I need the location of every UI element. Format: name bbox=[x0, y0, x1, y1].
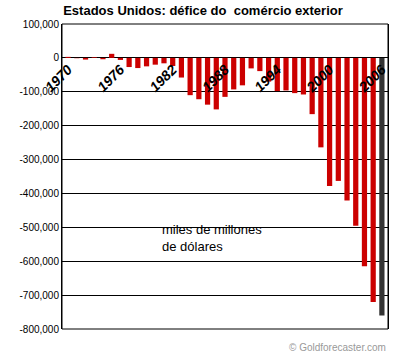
svg-text:1970: 1970 bbox=[42, 62, 75, 95]
svg-text:-100,000: -100,000 bbox=[20, 86, 60, 97]
svg-text:-600,000: -600,000 bbox=[20, 256, 60, 267]
svg-text:2000: 2000 bbox=[303, 62, 337, 96]
svg-text:1994: 1994 bbox=[251, 62, 284, 95]
svg-text:1988: 1988 bbox=[199, 62, 232, 95]
svg-text:-200,000: -200,000 bbox=[20, 120, 60, 131]
svg-text:-700,000: -700,000 bbox=[20, 290, 60, 301]
svg-text:-800,000: -800,000 bbox=[20, 324, 60, 335]
svg-text:© Goldforecaster.com: © Goldforecaster.com bbox=[289, 342, 386, 353]
svg-text:-500,000: -500,000 bbox=[20, 222, 60, 233]
svg-text:1976: 1976 bbox=[94, 62, 127, 95]
svg-text:1982: 1982 bbox=[146, 62, 179, 95]
svg-text:2006: 2006 bbox=[355, 62, 389, 96]
svg-text:-300,000: -300,000 bbox=[20, 154, 60, 165]
svg-text:Estados Unidos: défice do com: Estados Unidos: défice do comércio exter… bbox=[63, 3, 343, 18]
svg-text:100,000: 100,000 bbox=[23, 19, 60, 30]
svg-text:0: 0 bbox=[53, 52, 59, 63]
svg-text:miles de millonesde dólares: miles de millonesde dólares bbox=[162, 222, 262, 254]
svg-text:-400,000: -400,000 bbox=[20, 188, 60, 199]
